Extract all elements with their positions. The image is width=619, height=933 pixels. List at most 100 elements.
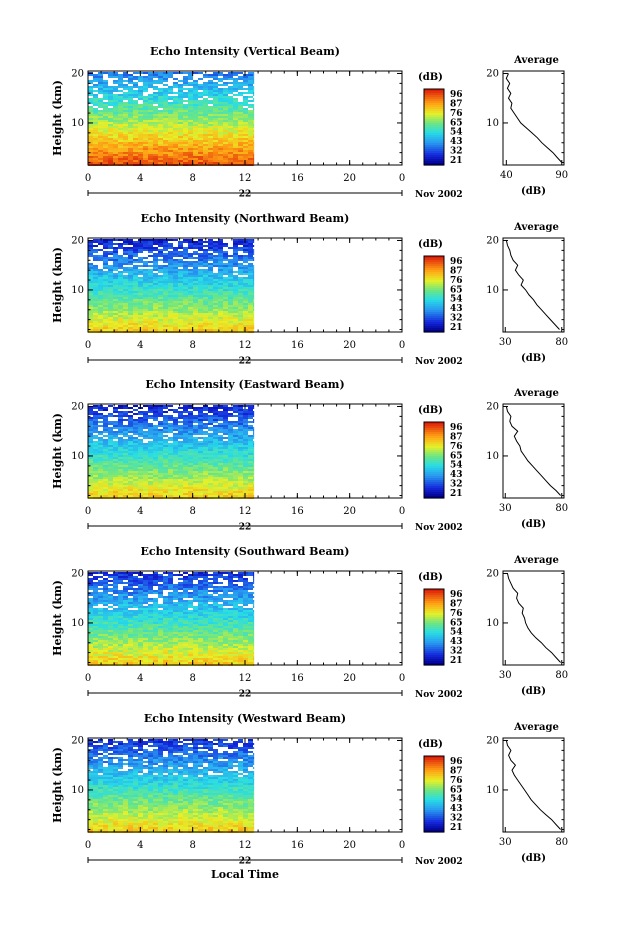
heatmap-cell [98, 299, 103, 301]
heatmap-cell [133, 291, 138, 293]
heatmap-cell [158, 251, 163, 253]
heatmap-cell [253, 447, 254, 449]
heatmap-cell [143, 303, 148, 305]
heatmap-cell [103, 439, 108, 441]
heatmap-cell [223, 257, 228, 259]
heatmap-cell [158, 76, 163, 78]
heatmap-cell [228, 323, 233, 325]
heatmap-cell [158, 327, 163, 329]
heatmap-cell [223, 90, 228, 92]
heatmap-cell [168, 243, 173, 245]
heatmap-cell [233, 445, 238, 447]
heatmap-cell [118, 158, 123, 160]
heatmap-cell [163, 473, 168, 475]
heatmap-cell [118, 112, 123, 114]
heatmap-cell [143, 249, 148, 251]
heatmap-cell [243, 455, 248, 457]
date-month-label: Nov 2002 [415, 523, 463, 533]
heatmap-cell [178, 467, 183, 469]
heatmap-cell [218, 425, 223, 427]
heatmap-cell [178, 92, 183, 94]
date-month-label: Nov 2002 [415, 357, 463, 367]
y-axis-label: Height (km) [51, 80, 64, 156]
heatmap-cell [163, 283, 168, 285]
heatmap-cell [248, 255, 253, 257]
heatmap-cell [223, 132, 228, 134]
heatmap-cell [178, 297, 183, 299]
heatmap-cell [213, 104, 218, 106]
heatmap-cell [178, 473, 183, 475]
heatmap-cell [108, 100, 113, 102]
heatmap-cell [98, 279, 103, 281]
heatmap-cell [173, 425, 178, 427]
heatmap-cell [243, 297, 248, 299]
heatmap-cell [213, 315, 218, 317]
heatmap-cell [153, 413, 158, 415]
heatmap-cell [103, 479, 108, 481]
heatmap-cell [138, 88, 143, 90]
profile-x-tick-label: 90 [555, 170, 568, 181]
heatmap-cell [208, 469, 213, 471]
heatmap-cell [93, 285, 98, 287]
heatmap-cell [148, 431, 153, 433]
heatmap-cell [123, 126, 128, 128]
heatmap-cell [148, 435, 153, 437]
heatmap-cell [198, 134, 203, 136]
heatmap-cell [163, 144, 168, 146]
heatmap-cell [88, 483, 93, 485]
heatmap-cell [203, 134, 208, 136]
heatmap-cell [193, 96, 198, 98]
heatmap-cell [143, 447, 148, 449]
heatmap-cell [88, 489, 93, 491]
heatmap-cell [193, 495, 198, 497]
heatmap-cell [218, 325, 223, 327]
heatmap-cell [223, 108, 228, 110]
heatmap-cell [148, 134, 153, 136]
heatmap-cell [138, 489, 143, 491]
panel-title: Echo Intensity (Vertical Beam) [150, 45, 340, 58]
heatmap-cell [98, 489, 103, 491]
heatmap-cell [238, 301, 243, 303]
heatmap-cell [93, 110, 98, 112]
heatmap-cell [93, 90, 98, 92]
heatmap-cell [233, 315, 238, 317]
heatmap-cell [208, 427, 213, 429]
heatmap-cell [103, 323, 108, 325]
heatmap-cell [253, 138, 254, 140]
heatmap-cell [168, 423, 173, 425]
heatmap-cell [133, 160, 138, 162]
heatmap-cell [188, 491, 193, 493]
heatmap-cell [98, 100, 103, 102]
heatmap-cell [88, 293, 93, 295]
heatmap-cell [158, 265, 163, 267]
heatmap-cell [218, 303, 223, 305]
heatmap-cell [98, 303, 103, 305]
heatmap-cell [213, 289, 218, 291]
heatmap-cell [238, 419, 243, 421]
heatmap-cell [143, 106, 148, 108]
heatmap-cell [123, 261, 128, 263]
heatmap-cell [198, 477, 203, 479]
heatmap-cell [203, 277, 208, 279]
heatmap-cell [168, 162, 173, 164]
heatmap-cell [103, 156, 108, 158]
heatmap-cell [163, 136, 168, 138]
heatmap-cell [243, 457, 248, 459]
heatmap-cell [193, 82, 198, 84]
heatmap-cell [168, 485, 173, 487]
heatmap-cell [108, 477, 113, 479]
heatmap-cell [113, 94, 118, 96]
heatmap-cell [158, 106, 163, 108]
heatmap-cell [243, 485, 248, 487]
heatmap-cell [108, 311, 113, 313]
heatmap-cell [228, 461, 233, 463]
heatmap-cell [203, 92, 208, 94]
heatmap-cell [123, 407, 128, 409]
heatmap-cell [103, 92, 108, 94]
heatmap-cell [213, 313, 218, 315]
heatmap-cell [248, 481, 253, 483]
heatmap-cell [228, 106, 233, 108]
heatmap-cell [178, 323, 183, 325]
heatmap-cell [253, 253, 254, 255]
heatmap-cell [158, 134, 163, 136]
